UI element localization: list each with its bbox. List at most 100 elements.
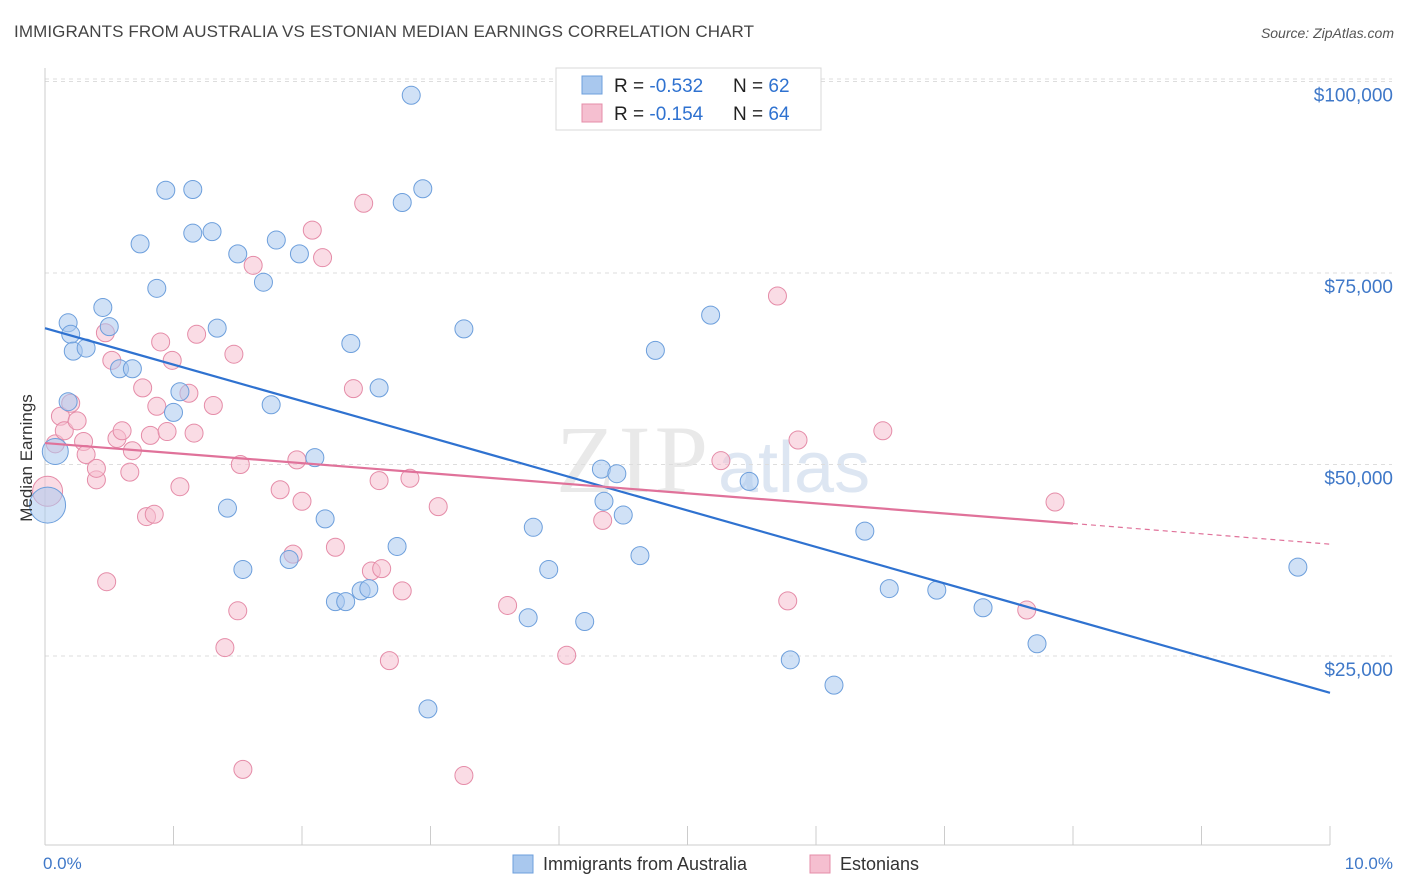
estonians-point <box>287 450 307 470</box>
x-tick-label-max: 10.0% <box>1345 854 1393 873</box>
estonians-point <box>203 396 223 416</box>
n-value-2: 64 <box>768 104 790 125</box>
australia-point <box>1027 634 1047 654</box>
estonians-point <box>369 471 389 491</box>
estonians-point <box>133 378 153 398</box>
australia-point <box>645 340 665 360</box>
australia-point <box>630 546 650 566</box>
estonians-point <box>151 332 171 352</box>
y-axis-label: Median Earnings <box>17 394 36 522</box>
australia-point <box>594 491 614 511</box>
n-label-1: N = <box>733 76 768 97</box>
australia-point <box>93 297 113 317</box>
estonians-point <box>54 421 74 441</box>
australia-point <box>392 193 412 213</box>
australia-point <box>413 179 433 199</box>
australia-points <box>29 85 1308 719</box>
r-label-1: R = <box>614 76 649 97</box>
n-value-1: 62 <box>768 76 789 97</box>
estonians-point <box>187 324 207 344</box>
estonians-point <box>1045 492 1065 512</box>
estonians-point <box>243 255 263 275</box>
estonians-point <box>228 601 248 621</box>
australia-point <box>613 505 633 525</box>
estonians-point <box>400 468 420 488</box>
estonians-point <box>140 425 160 445</box>
australia-point <box>575 612 595 632</box>
estonians-point <box>144 504 164 524</box>
australia-point <box>780 650 800 670</box>
estonians-point <box>112 421 132 441</box>
australia-point <box>130 234 150 254</box>
y-tick-label: $100,000 <box>1314 86 1393 107</box>
estonians-point <box>325 537 345 557</box>
australia-point <box>336 592 356 612</box>
australia-point <box>305 448 325 468</box>
estonians-point <box>767 286 787 306</box>
trend-lines <box>44 327 1331 694</box>
australia-point <box>266 230 286 250</box>
y-tick-labels: $25,000 $50,000 $75,000 $100,000 <box>1314 86 1393 682</box>
r-value-2: -0.154 <box>649 104 703 125</box>
estonians-point <box>230 455 250 474</box>
chart-source: Source: ZipAtlas.com <box>1260 25 1394 41</box>
stats-legend-n-2: N = 64 <box>733 104 790 125</box>
australia-point <box>701 305 721 325</box>
australia-point <box>739 471 759 491</box>
x-tick-label-min: 0.0% <box>43 854 82 873</box>
series-legend-label-pink: Estonians <box>840 854 919 874</box>
estonians-point <box>372 559 392 579</box>
australia-point <box>261 395 281 415</box>
estonians-point <box>343 379 363 399</box>
australia-point <box>183 180 203 200</box>
australia-point <box>156 180 176 200</box>
pink-trend-extension <box>1072 522 1331 545</box>
estonians-point <box>292 491 312 511</box>
pink-trend-line <box>44 441 1074 525</box>
series-legend-swatch-blue <box>512 854 534 874</box>
series-legend: Immigrants from Australia Estonians <box>512 854 919 874</box>
australia-point <box>518 608 538 628</box>
australia-point <box>217 498 237 518</box>
australia-point <box>170 382 190 402</box>
estonians-point <box>184 423 204 443</box>
australia-point <box>369 378 389 398</box>
estonians-point <box>392 581 412 601</box>
series-legend-swatch-pink <box>809 854 831 874</box>
estonians-points <box>32 111 1065 785</box>
australia-point <box>401 85 421 105</box>
australia-point <box>879 579 899 599</box>
estonians-point <box>67 411 87 431</box>
australia-point <box>164 402 183 422</box>
australia-point <box>202 222 222 242</box>
australia-point <box>523 517 543 537</box>
estonians-point <box>557 645 577 665</box>
australia-point <box>341 333 361 353</box>
watermark-zip: ZIP <box>556 406 712 513</box>
australia-point <box>418 699 438 719</box>
estonians-point <box>157 422 177 442</box>
australia-point <box>99 317 119 337</box>
estonians-point <box>873 421 893 441</box>
estonians-point <box>498 595 518 615</box>
y-tick-label: $25,000 <box>1324 660 1393 681</box>
estonians-point <box>147 396 167 416</box>
estonians-point <box>454 765 474 785</box>
australia-point <box>58 392 78 412</box>
australia-point <box>228 244 248 264</box>
estonians-point <box>778 591 798 611</box>
chart-title: IMMIGRANTS FROM AUSTRALIA VS ESTONIAN ME… <box>14 22 755 41</box>
australia-point <box>539 559 559 579</box>
series-legend-label-blue: Immigrants from Australia <box>543 854 748 874</box>
australia-point <box>1288 557 1308 577</box>
estonians-point <box>711 451 731 471</box>
estonians-point <box>302 220 322 240</box>
estonians-point <box>788 430 808 450</box>
stats-legend-swatch-blue <box>581 75 603 95</box>
australia-point <box>29 486 67 524</box>
australia-point <box>207 318 227 338</box>
estonians-point <box>270 480 290 500</box>
australia-point <box>183 223 203 243</box>
y-tick-label: $75,000 <box>1324 277 1393 298</box>
